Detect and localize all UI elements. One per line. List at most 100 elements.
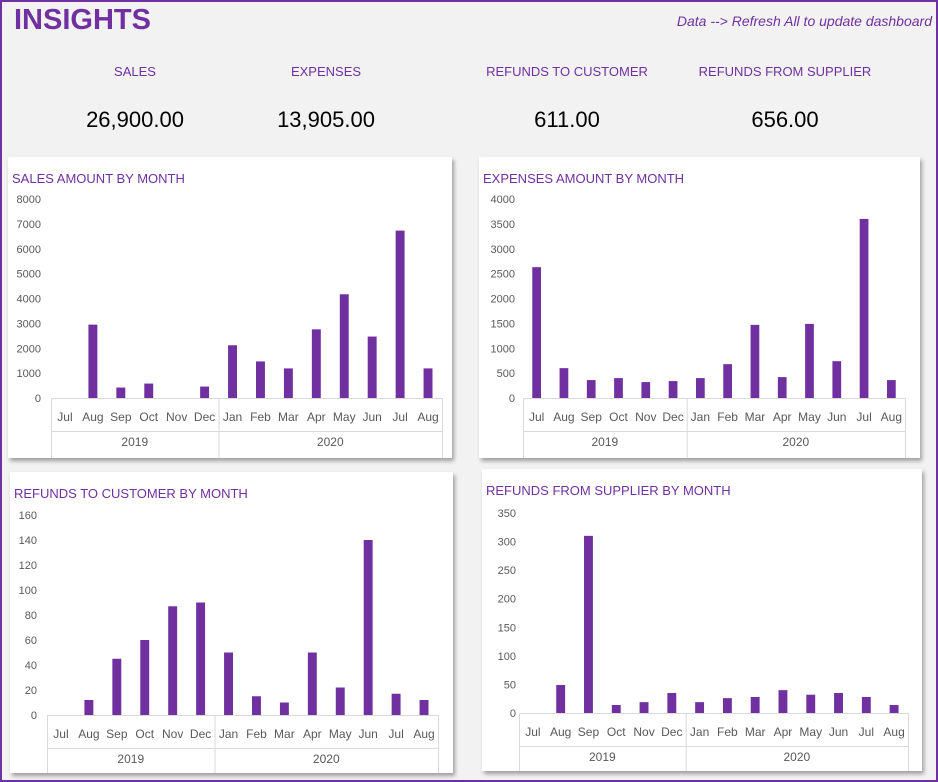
y-tick-label: 3000 (17, 318, 41, 330)
bar (168, 606, 178, 715)
bar (695, 702, 705, 713)
x-tick-label: Dec (190, 727, 211, 741)
y-tick-label: 350 (498, 508, 516, 520)
bar (722, 698, 732, 713)
bar (391, 693, 401, 715)
bar (559, 368, 569, 398)
x-tick-label: Feb (717, 725, 738, 739)
x-tick-label: Jan (223, 410, 242, 424)
y-tick-label: 60 (25, 635, 37, 647)
refunds-from-supplier-chart[interactable]: REFUNDS FROM SUPPLIER BY MONTH 0 50 100 150… (482, 469, 922, 771)
y-tick-label: 120 (19, 560, 37, 572)
bar (532, 267, 542, 398)
bar (363, 540, 373, 715)
kpi-label: REFUNDS TO CUSTOMER (486, 64, 648, 79)
x-tick-label: Mar (274, 727, 295, 741)
x-tick-label: Jun (829, 725, 848, 739)
sales-chart-svg: 0 1000 2000 3000 4000 5000 6000 7000 8000 Jul Aug S… (17, 194, 443, 458)
kpi-value: 611.00 (534, 107, 600, 132)
y-tick-label: 6000 (17, 244, 41, 256)
group-label: 2019 (592, 435, 619, 449)
x-tick-label: Jul (856, 410, 871, 424)
x-tick-label: Jul (859, 725, 874, 739)
group-label: 2020 (784, 750, 811, 764)
bar (367, 336, 377, 398)
x-tick-label: Nov (635, 410, 656, 424)
bar (419, 700, 429, 715)
x-tick-label: Apr (307, 410, 326, 424)
bar (778, 690, 788, 713)
bar (307, 652, 317, 715)
bar (750, 697, 760, 713)
bar (311, 329, 321, 398)
bar (614, 378, 623, 398)
y-tick-label: 2000 (17, 343, 41, 355)
x-tick-label: Dec (662, 410, 683, 424)
y-tick-label: 0 (510, 708, 516, 720)
y-tick-label: 100 (498, 651, 516, 663)
x-tick-label: Feb (246, 727, 267, 741)
x-tick-label: Apr (303, 727, 322, 741)
x-tick-label: Jan (690, 725, 709, 739)
group-label: 2019 (589, 750, 616, 764)
chart-title: EXPENSES AMOUNT BY MONTH (483, 171, 685, 186)
group-label: 2020 (317, 435, 344, 449)
x-tick-label: Aug (553, 410, 574, 424)
bar (859, 218, 869, 398)
bar (556, 685, 566, 713)
x-tick-label: Nov (166, 410, 187, 424)
refresh-hint: Data --> Refresh All to update dashboard (676, 13, 932, 29)
y-tick-label: 3000 (491, 244, 515, 256)
kpi-label: SALES (114, 64, 156, 79)
y-tick-label: 1000 (491, 343, 515, 355)
x-tick-label: Aug (881, 410, 902, 424)
x-tick-label: Nov (633, 725, 654, 739)
y-tick-label: 8000 (17, 194, 41, 206)
bar (668, 381, 678, 398)
sales-chart[interactable]: SALES AMOUNT BY MONTH 0 1000 2000 3000 4000 5… (8, 157, 452, 458)
x-tick-label: Mar (278, 410, 299, 424)
bar (834, 693, 843, 713)
expenses-chart[interactable]: EXPENSES AMOUNT BY MONTH 0 500 1000 1500 200… (479, 157, 920, 458)
group-label: 2019 (117, 752, 144, 766)
y-tick-label: 2000 (491, 294, 515, 306)
bar (695, 378, 705, 398)
x-tick-label: Jul (57, 410, 72, 424)
y-tick-label: 250 (498, 565, 516, 577)
kpi-expenses: EXPENSES 13,905.00 (226, 64, 426, 133)
x-tick-label: Aug (78, 727, 99, 741)
x-tick-label: Jun (358, 727, 377, 741)
bar (228, 345, 238, 398)
bar (140, 640, 150, 715)
x-tick-label: May (333, 410, 356, 424)
x-tick-label: Dec (661, 725, 682, 739)
y-tick-label: 40 (25, 660, 37, 672)
y-tick-label: 1000 (17, 368, 41, 380)
y-tick-label: 500 (497, 368, 515, 380)
x-tick-label: Apr (773, 410, 792, 424)
refunds-to-customer-chart[interactable]: REFUNDS TO CUSTOMER BY MONTH 0 20 40 60 80 10… (10, 472, 453, 773)
group-label: 2019 (121, 435, 148, 449)
bar (777, 377, 787, 398)
x-tick-label: Aug (82, 410, 103, 424)
kpi-label: REFUNDS FROM SUPPLIER (698, 64, 872, 79)
y-tick-label: 50 (504, 679, 516, 691)
refunds-to-customer-chart-svg: 0 20 40 60 80 100 120 140 160 Jul Aug Sep Oct Nov Dec J… (19, 510, 439, 773)
x-tick-label: May (329, 727, 352, 741)
x-tick-label: Mar (745, 725, 766, 739)
chart-title: SALES AMOUNT BY MONTH (12, 171, 185, 186)
bar (806, 694, 816, 713)
chart-title: REFUNDS TO CUSTOMER BY MONTH (14, 486, 248, 501)
kpi-value: 26,900.00 (86, 107, 184, 132)
kpi-sales: SALES 26,900.00 (35, 64, 235, 133)
x-tick-label: Aug (417, 410, 438, 424)
bar (750, 324, 760, 398)
bar (279, 702, 289, 715)
x-tick-label: Jul (53, 727, 68, 741)
bar (224, 652, 234, 715)
y-tick-label: 0 (509, 393, 515, 405)
bar (196, 602, 206, 715)
bar (641, 382, 651, 398)
y-tick-label: 200 (498, 594, 516, 606)
kpi-label: EXPENSES (290, 64, 362, 79)
